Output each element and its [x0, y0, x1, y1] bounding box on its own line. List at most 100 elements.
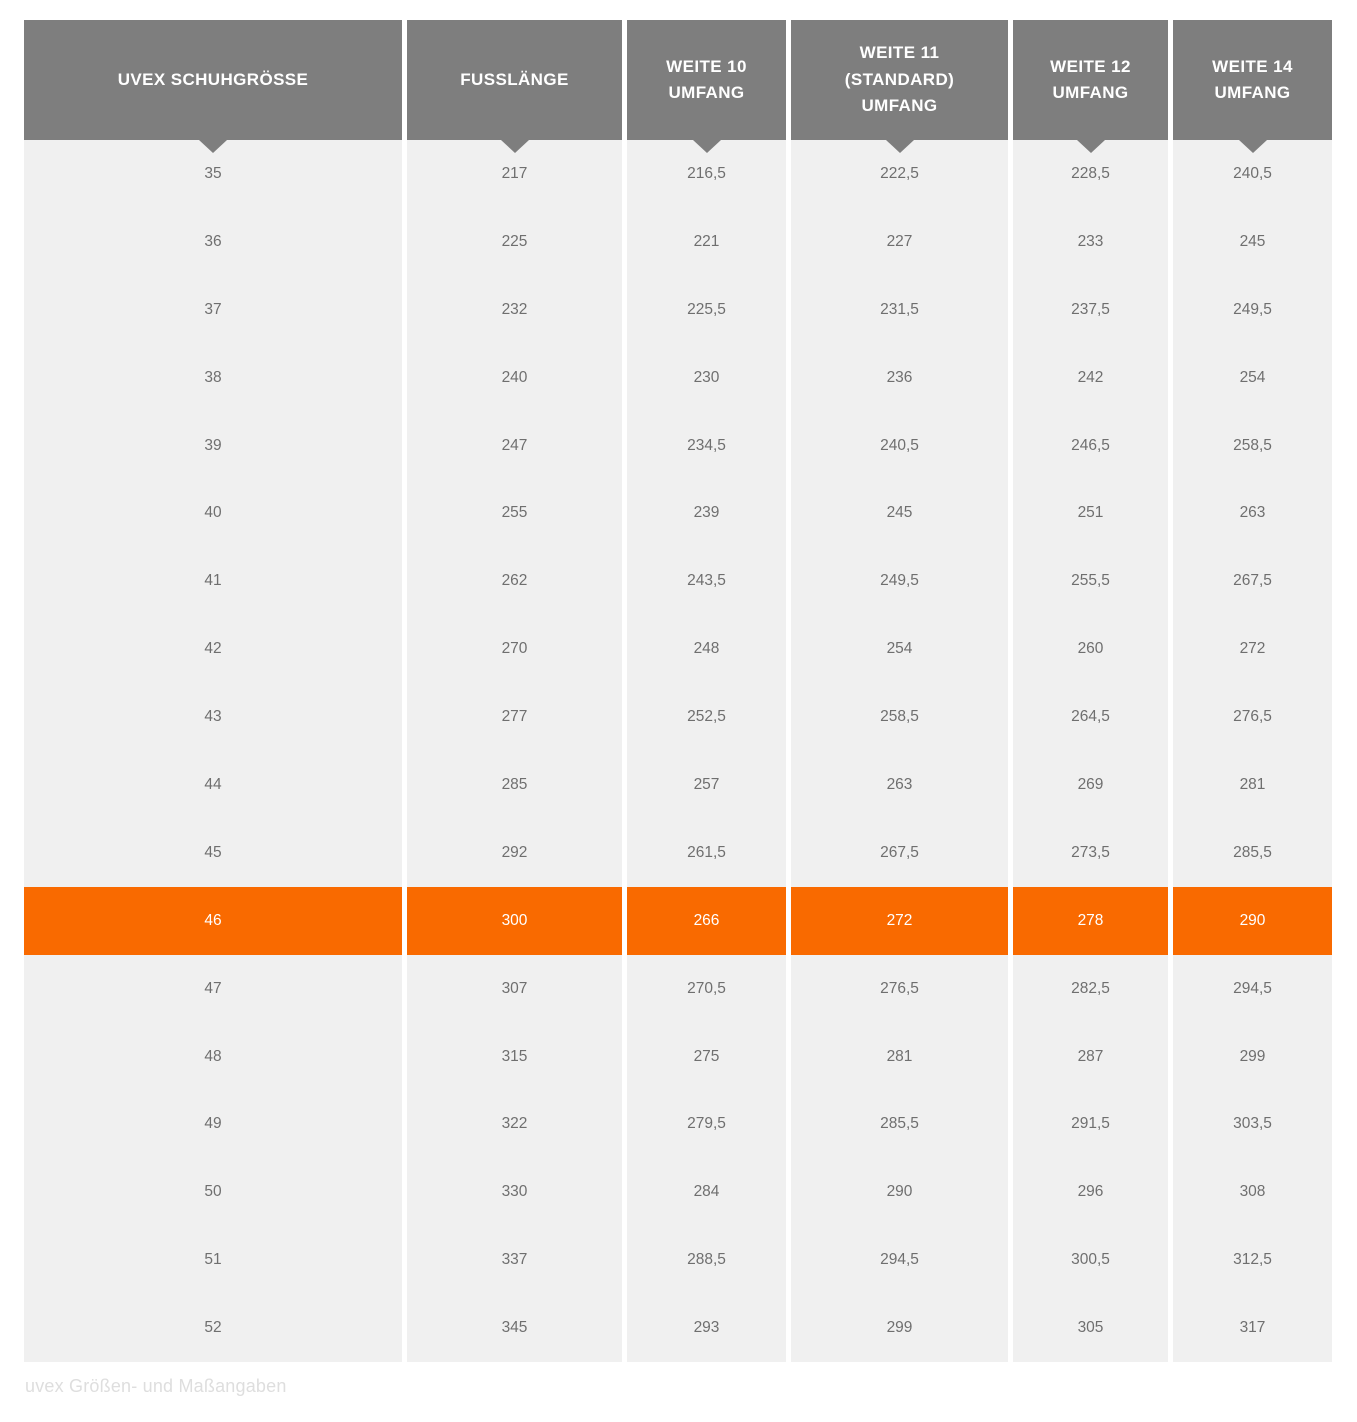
- table-cell: 317: [1173, 1294, 1332, 1363]
- table-cell: 308: [1173, 1158, 1332, 1227]
- column-header-label: FUSSLÄNGE: [460, 69, 569, 89]
- table-cell: 275: [627, 1022, 786, 1091]
- table-cell: 237,5: [1013, 275, 1168, 344]
- column-pointer-icon: [199, 140, 227, 153]
- table-row: 51 337 288,5 294,5 300,5 312,5: [24, 1226, 1332, 1295]
- table-cell: 300,5: [1013, 1226, 1168, 1295]
- table-cell: 225: [407, 207, 622, 276]
- table-cell: 303,5: [1173, 1090, 1332, 1159]
- table-cell: 288,5: [627, 1226, 786, 1295]
- table-cell: 269: [1013, 751, 1168, 819]
- table-cell: 299: [1173, 1022, 1332, 1091]
- table-cell: 277: [407, 683, 622, 752]
- column-header-label: WEITE 10 UMFANG: [666, 56, 747, 102]
- size-table: UVEX SCHUHGRÖSSE FUSSLÄNGE WEITE 10 UMFA…: [24, 20, 1332, 1363]
- table-cell: 292: [407, 818, 622, 887]
- table-cell: 276,5: [791, 954, 1008, 1023]
- table-row: 40 255 239 245 251 263: [24, 479, 1332, 548]
- column-pointer-icon: [1076, 140, 1105, 153]
- table-cell: 243,5: [627, 547, 786, 616]
- table-cell: 281: [1173, 751, 1332, 819]
- table-cell: 50: [24, 1158, 402, 1227]
- table-cell: 46: [24, 886, 402, 955]
- table-cell: 242: [1013, 343, 1168, 412]
- table-header-row: UVEX SCHUHGRÖSSE FUSSLÄNGE WEITE 10 UMFA…: [24, 20, 1332, 153]
- table-cell: 287: [1013, 1022, 1168, 1091]
- table-cell: 239: [627, 479, 786, 548]
- table-row: 39 247 234,5 240,5 246,5 258,5: [24, 411, 1332, 480]
- table-row: 50 330 284 290 296 308: [24, 1158, 1332, 1227]
- table-cell: 258,5: [791, 683, 1008, 752]
- table-cell: 307: [407, 954, 622, 1023]
- table-cell: 290: [1173, 886, 1332, 955]
- table-row: 42 270 248 254 260 272: [24, 615, 1332, 684]
- table-cell: 263: [1173, 479, 1332, 548]
- table-cell: 252,5: [627, 683, 786, 752]
- table-cell: 245: [1173, 207, 1332, 276]
- table-cell: 255: [407, 479, 622, 548]
- table-cell: 42: [24, 615, 402, 684]
- table-cell: 270,5: [627, 954, 786, 1023]
- table-cell: 232: [407, 275, 622, 344]
- column-header-label: WEITE 11 (STANDARD) UMFANG: [844, 43, 955, 116]
- column-pointer-icon: [885, 140, 914, 153]
- table-cell: 285,5: [1173, 818, 1332, 887]
- table-cell: 261,5: [627, 818, 786, 887]
- table-cell: 264,5: [1013, 683, 1168, 752]
- column-header-weite-10: WEITE 10 UMFANG: [627, 20, 786, 153]
- table-row-highlighted: 46 300 266 272 278 290: [24, 886, 1332, 955]
- column-header-weite-14: WEITE 14 UMFANG: [1173, 20, 1332, 153]
- table-cell: 322: [407, 1090, 622, 1159]
- table-cell: 296: [1013, 1158, 1168, 1227]
- table-cell: 285: [407, 751, 622, 819]
- table-row: 37 232 225,5 231,5 237,5 249,5: [24, 275, 1332, 344]
- table-cell: 52: [24, 1294, 402, 1363]
- table-row: 43 277 252,5 258,5 264,5 276,5: [24, 683, 1332, 752]
- table-cell: 251: [1013, 479, 1168, 548]
- table-cell: 258,5: [1173, 411, 1332, 480]
- table-cell: 260: [1013, 615, 1168, 684]
- column-header-label: WEITE 12 UMFANG: [1050, 56, 1131, 102]
- table-cell: 228,5: [1013, 140, 1168, 208]
- table-cell: 40: [24, 479, 402, 548]
- table-row: 44 285 257 263 269 281: [24, 751, 1332, 819]
- table-cell: 266: [627, 886, 786, 955]
- column-header-label: WEITE 14 UMFANG: [1212, 56, 1293, 102]
- table-cell: 267,5: [791, 818, 1008, 887]
- table-cell: 312,5: [1173, 1226, 1332, 1295]
- table-cell: 262: [407, 547, 622, 616]
- table-cell: 233: [1013, 207, 1168, 276]
- table-cell: 276,5: [1173, 683, 1332, 752]
- table-cell: 247: [407, 411, 622, 480]
- table-cell: 293: [627, 1294, 786, 1363]
- table-cell: 221: [627, 207, 786, 276]
- table-cell: 37: [24, 275, 402, 344]
- column-pointer-icon: [692, 140, 721, 153]
- table-cell: 51: [24, 1226, 402, 1295]
- table-cell: 270: [407, 615, 622, 684]
- table-cell: 43: [24, 683, 402, 752]
- table-cell: 254: [791, 615, 1008, 684]
- table-cell: 254: [1173, 343, 1332, 412]
- table-cell: 294,5: [1173, 954, 1332, 1023]
- table-cell: 291,5: [1013, 1090, 1168, 1159]
- table-cell: 281: [791, 1022, 1008, 1091]
- column-header-weite-12: WEITE 12 UMFANG: [1013, 20, 1168, 153]
- table-cell: 249,5: [791, 547, 1008, 616]
- table-row: 36 225 221 227 233 245: [24, 207, 1332, 276]
- table-cell: 273,5: [1013, 818, 1168, 887]
- table-cell: 249,5: [1173, 275, 1332, 344]
- table-cell: 41: [24, 547, 402, 616]
- table-cell: 45: [24, 818, 402, 887]
- table-cell: 278: [1013, 886, 1168, 955]
- column-pointer-icon: [1238, 140, 1267, 153]
- table-cell: 282,5: [1013, 954, 1168, 1023]
- table-cell: 272: [1173, 615, 1332, 684]
- table-cell: 245: [791, 479, 1008, 548]
- table-cell: 48: [24, 1022, 402, 1091]
- table-cell: 263: [791, 751, 1008, 819]
- table-cell: 337: [407, 1226, 622, 1295]
- table-cell: 272: [791, 886, 1008, 955]
- table-cell: 315: [407, 1022, 622, 1091]
